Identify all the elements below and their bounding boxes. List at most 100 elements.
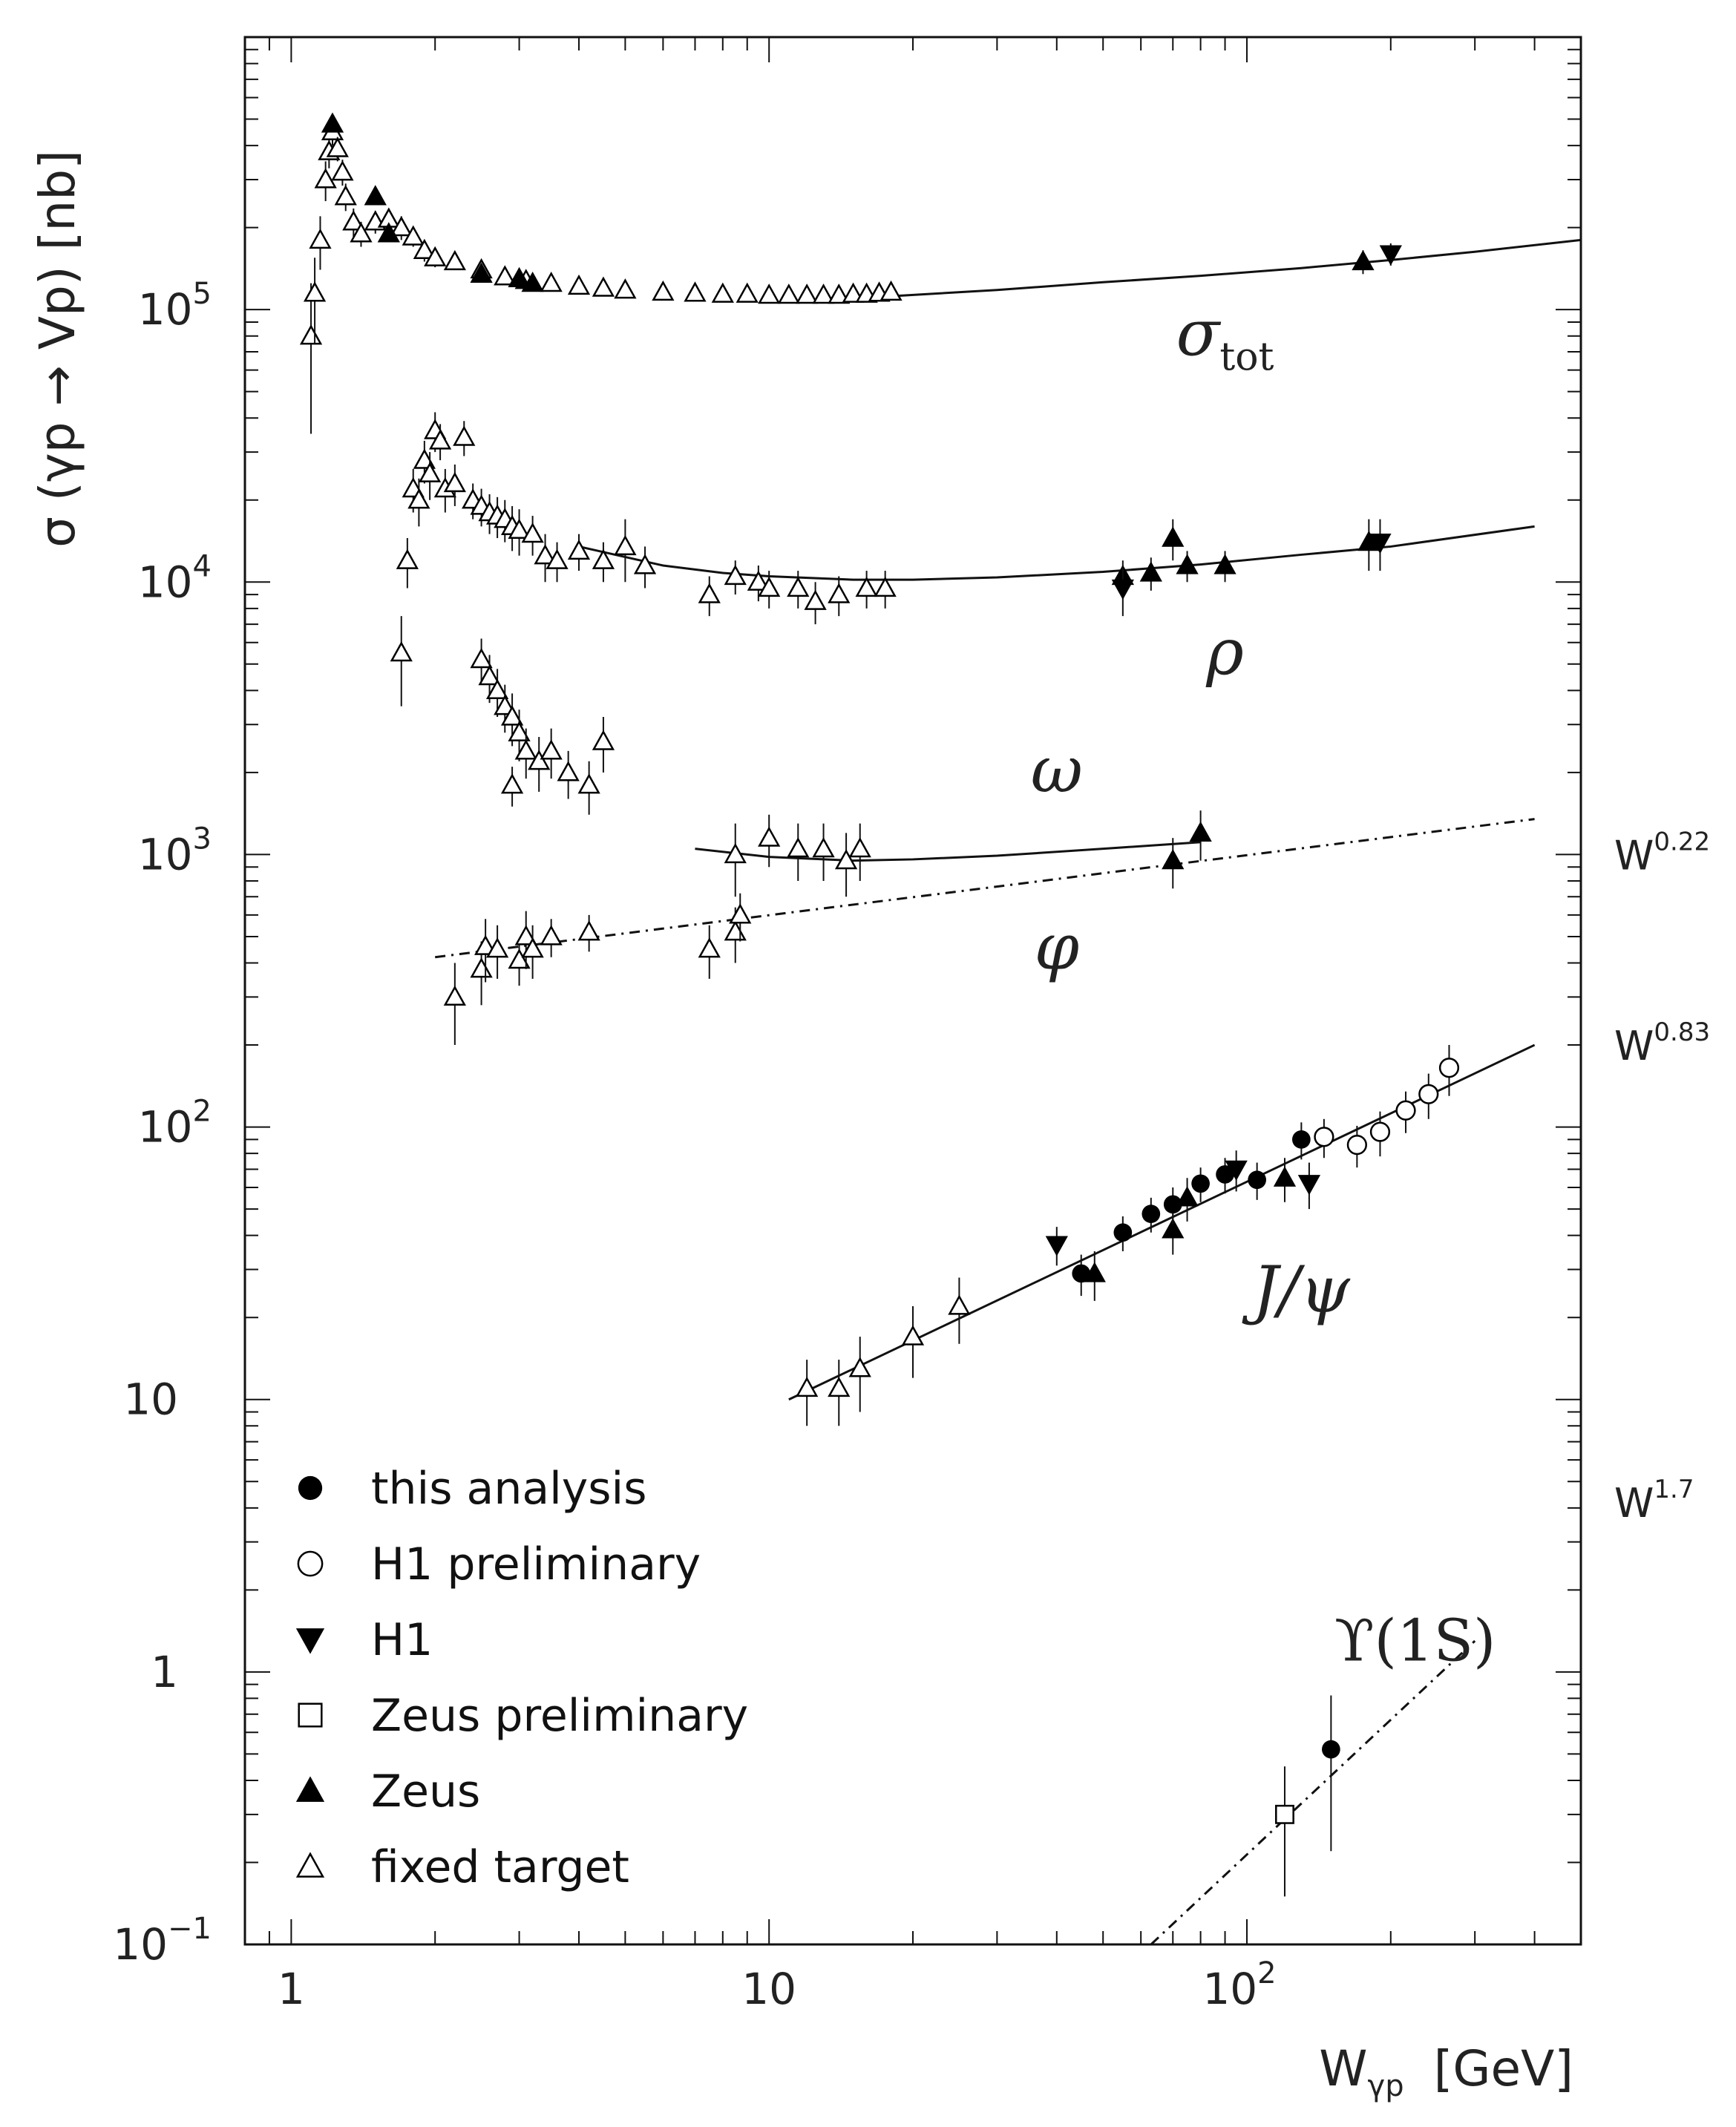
slope-label-exponent: 0.83 (1654, 1017, 1710, 1047)
legend-marker (297, 1550, 324, 1577)
curve-label-tot: σtot (1176, 297, 1274, 380)
curve-label-jpsi: J/ψ (1242, 1253, 1351, 1327)
data-point (1113, 1223, 1133, 1242)
legend-marker (295, 1852, 325, 1878)
legend-marker (298, 1475, 323, 1501)
data-point (577, 920, 600, 941)
data-point (418, 462, 442, 482)
data-point (828, 583, 851, 603)
y-tick-label: 10−1 (113, 1912, 212, 1970)
y-tick-label-base: 1 (151, 1647, 178, 1697)
x-tick-label-exponent: 2 (1257, 1956, 1276, 1990)
data-point (787, 837, 810, 858)
legend-label: fixed target (371, 1841, 629, 1893)
data-point (796, 1376, 819, 1397)
x-tick-label: 10 (741, 1964, 796, 2014)
data-point (428, 429, 452, 450)
data-point (787, 576, 810, 597)
curve-label-omega: ω (1031, 733, 1083, 807)
data-point (521, 271, 544, 292)
data-point (396, 548, 419, 569)
data-point (1163, 1195, 1182, 1214)
data-point (834, 849, 858, 870)
data-point (1176, 1186, 1199, 1207)
y-tick-label: 103 (138, 822, 212, 879)
data-point (390, 216, 413, 237)
y-tick-label-base: 10 (123, 1374, 178, 1425)
curve-labels: σtot ρ ω φ J/ψ ϒ(1S) (1031, 297, 1496, 1675)
data-point (470, 957, 493, 978)
data-point (407, 488, 430, 509)
curve-label-tot-main: σ (1176, 297, 1222, 371)
data-point (1418, 1084, 1439, 1104)
data-point (424, 246, 447, 266)
curve-label-omega-main: ω (1031, 733, 1083, 807)
data-point (758, 576, 781, 597)
y-tick-label-base: 10 (138, 829, 193, 879)
legend-marker (295, 1628, 325, 1654)
legend: this analysis H1 preliminary H1 Zeus prelim… (295, 1463, 748, 1893)
data-point (443, 985, 466, 1006)
slope-label: W0.83 (1614, 1017, 1710, 1069)
data-point (508, 721, 531, 741)
legend-label: this analysis (371, 1463, 646, 1515)
data-point (500, 705, 524, 726)
data-point (557, 761, 580, 781)
data-point (592, 548, 615, 569)
y-tick-label-exponent: 3 (193, 822, 212, 856)
data-point (724, 842, 747, 864)
fit-curve (435, 818, 1535, 959)
data-point (1379, 245, 1402, 266)
data-point (1369, 1121, 1391, 1142)
data-point (1213, 554, 1237, 574)
data-point (758, 826, 781, 847)
y-axis-title: σ (γp → Vp) [nb] (29, 150, 86, 548)
fit-curve (891, 238, 1582, 298)
data-point (494, 695, 517, 715)
data-point (1139, 561, 1162, 582)
data-points (299, 112, 1460, 1897)
data-point (747, 570, 770, 591)
data-point (1369, 533, 1392, 554)
y-tick-label-exponent: 2 (193, 1095, 212, 1129)
x-tick-label: 1 (278, 1964, 305, 2014)
data-point (1438, 1058, 1460, 1078)
slope-label-base: W (1614, 1023, 1654, 1069)
data-point (724, 564, 747, 586)
data-point (303, 281, 327, 302)
legend-label: Zeus preliminary (371, 1690, 748, 1742)
slope-label-base: W (1614, 1480, 1654, 1527)
data-point (540, 271, 563, 292)
data-point (342, 210, 365, 231)
data-point (314, 168, 337, 189)
data-point (331, 160, 354, 181)
data-point (567, 274, 591, 295)
data-point (855, 576, 878, 597)
data-point (874, 576, 897, 597)
curve-label-tot-sub: tot (1219, 335, 1274, 380)
data-point (1162, 849, 1185, 870)
slope-label-base: W (1614, 832, 1654, 879)
data-point (321, 112, 344, 133)
slope-label-exponent: 1.7 (1654, 1475, 1694, 1504)
fit-curves (435, 238, 1582, 1946)
curve-label-rho: ρ (1205, 615, 1244, 689)
data-point (350, 222, 373, 243)
data-point (508, 518, 531, 540)
data-point (413, 238, 436, 259)
curve-label-upsilon-main: ϒ(1S) (1334, 1608, 1496, 1675)
y-tick-label-exponent: 4 (193, 549, 212, 583)
x-axis-title-sub: γp (1368, 2069, 1404, 2103)
curve-label-jpsi-main: J/ψ (1242, 1253, 1351, 1327)
x-axis-title-unit: [GeV] (1434, 2040, 1573, 2097)
data-point (364, 185, 387, 206)
data-point (1297, 1175, 1321, 1196)
data-point (485, 678, 509, 700)
data-point (534, 544, 557, 565)
data-point (1322, 1740, 1340, 1759)
data-point (443, 249, 466, 271)
slope-label: W0.22 (1614, 827, 1710, 879)
data-point (1176, 554, 1199, 574)
data-point (494, 265, 517, 286)
